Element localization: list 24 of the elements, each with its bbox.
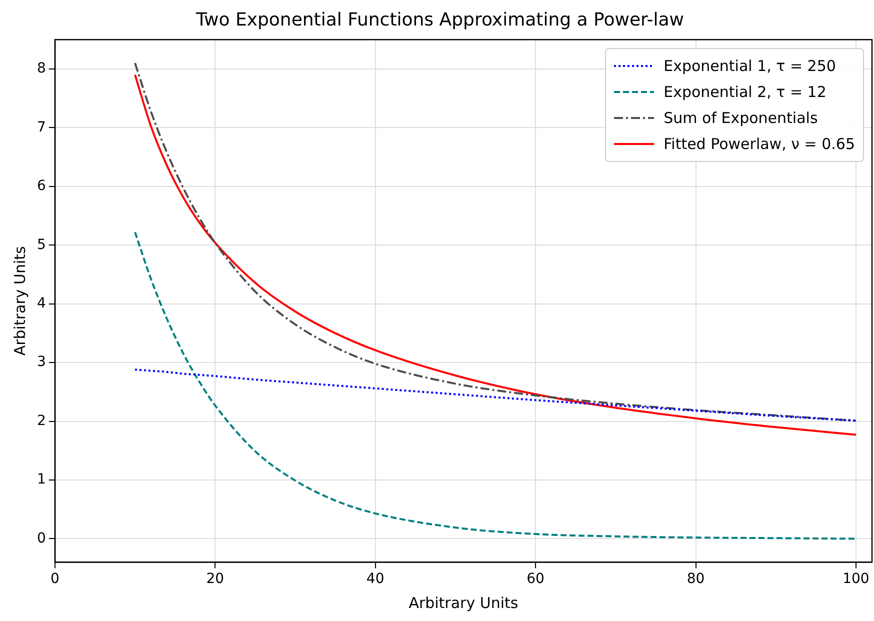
y-tick-label: 0 bbox=[36, 530, 46, 546]
y-tick-label: 8 bbox=[36, 60, 46, 77]
legend-label: Exponential 2, τ = 12 bbox=[664, 82, 826, 101]
y-tick-label: 2 bbox=[36, 412, 46, 429]
line-series bbox=[134, 368, 857, 422]
x-tick-label: 40 bbox=[366, 571, 384, 588]
y-tick-label: 4 bbox=[36, 295, 46, 312]
y-tick-label: 5 bbox=[36, 236, 46, 253]
x-axis-title: Arbitrary Units bbox=[408, 594, 518, 612]
x-tick-label: 0 bbox=[50, 571, 60, 588]
line-series bbox=[134, 231, 857, 540]
y-tick-label: 6 bbox=[36, 178, 46, 194]
chart-title: Two Exponential Functions Approximating a Power-law bbox=[194, 9, 684, 30]
x-tick-label: 20 bbox=[206, 571, 224, 588]
legend-label: Exponential 1, τ = 250 bbox=[664, 56, 836, 75]
x-tick-label: 100 bbox=[842, 571, 870, 588]
y-tick-label: 1 bbox=[36, 472, 46, 488]
y-tick-label: 7 bbox=[36, 119, 46, 136]
y-axis-title: Arbitrary Units bbox=[10, 246, 29, 356]
legend-label: Sum of Exponentials bbox=[664, 108, 818, 127]
legend-label: Fitted Powerlaw, ν = 0.65 bbox=[664, 134, 855, 153]
x-tick-label: 60 bbox=[526, 571, 544, 588]
y-tick-label: 3 bbox=[36, 354, 46, 370]
x-tick-label: 80 bbox=[686, 571, 705, 588]
